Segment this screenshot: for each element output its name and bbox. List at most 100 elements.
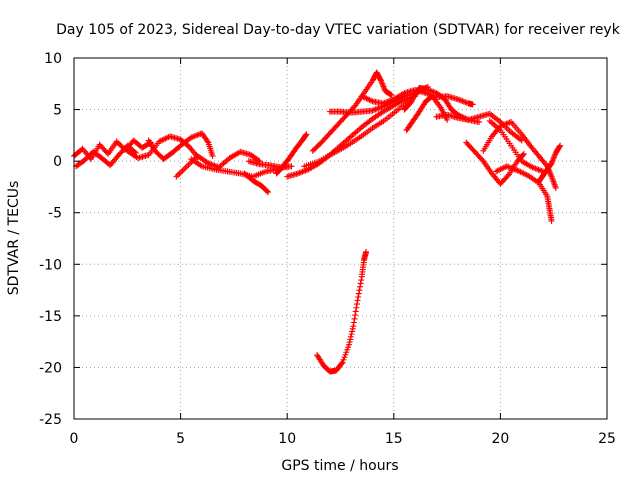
data-point-marker bbox=[491, 121, 498, 128]
data-point-marker bbox=[351, 130, 358, 137]
data-point-marker bbox=[173, 173, 180, 180]
data-point-marker bbox=[348, 133, 355, 140]
data-point-marker bbox=[174, 172, 181, 179]
chart-title: Day 105 of 2023, Sidereal Day-to-day VTE… bbox=[56, 22, 621, 38]
x-tick-label: 20 bbox=[491, 431, 509, 447]
series-arc-15 bbox=[401, 84, 483, 125]
data-point-marker bbox=[354, 297, 361, 304]
data-point-marker bbox=[489, 120, 496, 127]
data-point-marker bbox=[204, 138, 211, 145]
data-point-marker bbox=[357, 280, 364, 287]
data-point-marker bbox=[346, 339, 353, 346]
data-point-marker bbox=[387, 91, 394, 98]
data-point-marker bbox=[303, 131, 310, 138]
data-point-marker bbox=[548, 217, 555, 224]
data-point-marker bbox=[352, 312, 359, 319]
data-point-marker bbox=[353, 304, 360, 311]
data-point-marker bbox=[356, 283, 363, 290]
x-tick-label: 5 bbox=[176, 431, 185, 447]
series-arc-10 bbox=[284, 93, 419, 180]
x-tick-label: 0 bbox=[70, 431, 79, 447]
data-point-marker bbox=[353, 301, 360, 308]
data-point-marker bbox=[363, 248, 370, 255]
data-point-marker bbox=[346, 341, 353, 348]
data-point-marker bbox=[264, 188, 271, 195]
data-point-marker bbox=[355, 126, 362, 133]
data-point-marker bbox=[479, 156, 486, 163]
data-point-marker bbox=[506, 127, 513, 134]
data-point-marker bbox=[349, 328, 356, 335]
y-tick-label: 10 bbox=[44, 51, 62, 67]
data-point-marker bbox=[209, 152, 216, 159]
data-point-marker bbox=[352, 308, 359, 315]
series-arc-2 bbox=[73, 142, 139, 170]
data-point-marker bbox=[505, 126, 512, 133]
series-arc-9 bbox=[273, 131, 310, 177]
series-arc-8 bbox=[245, 158, 295, 171]
data-point-marker bbox=[351, 315, 358, 322]
data-point-marker bbox=[486, 117, 493, 124]
data-point-marker bbox=[223, 157, 230, 164]
data-point-marker bbox=[469, 101, 476, 108]
data-point-marker bbox=[358, 277, 365, 284]
series-arc-7 bbox=[241, 170, 272, 196]
data-point-marker bbox=[347, 333, 354, 340]
data-point-marker bbox=[552, 184, 559, 191]
data-point-marker bbox=[347, 336, 354, 343]
series-arc-20 bbox=[493, 163, 555, 224]
data-point-marker bbox=[444, 116, 451, 123]
data-point-marker bbox=[519, 151, 526, 158]
series-arc-18 bbox=[463, 139, 527, 187]
data-point-marker bbox=[180, 166, 187, 173]
series-arc-1 bbox=[71, 137, 154, 163]
data-point-marker bbox=[556, 143, 563, 150]
y-tick-label: -5 bbox=[48, 206, 62, 222]
data-point-marker bbox=[351, 103, 358, 110]
data-point-marker bbox=[350, 323, 357, 330]
data-point-marker bbox=[302, 132, 309, 139]
data-point-marker bbox=[222, 159, 229, 166]
data-point-marker bbox=[520, 150, 527, 157]
data-point-marker bbox=[355, 290, 362, 297]
data-point-marker bbox=[176, 170, 183, 177]
data-point-marker bbox=[346, 134, 353, 141]
data-point-marker bbox=[349, 132, 356, 139]
x-tick-label: 15 bbox=[385, 431, 403, 447]
data-point-marker bbox=[179, 167, 186, 174]
y-tick-label: -10 bbox=[39, 257, 62, 273]
x-tick-label: 25 bbox=[598, 431, 616, 447]
y-tick-label: -15 bbox=[39, 309, 62, 325]
x-axis-label: GPS time / hours bbox=[281, 458, 398, 474]
grid-layer bbox=[74, 58, 607, 419]
series-arc-23 bbox=[314, 248, 370, 375]
data-point-marker bbox=[348, 331, 355, 338]
data-layer bbox=[71, 69, 564, 375]
data-point-marker bbox=[182, 164, 189, 171]
data-point-marker bbox=[349, 325, 356, 332]
data-point-marker bbox=[265, 189, 272, 196]
data-point-marker bbox=[557, 142, 564, 149]
y-tick-label: -20 bbox=[39, 360, 62, 376]
series-arc-22 bbox=[535, 142, 564, 185]
data-point-marker bbox=[177, 169, 184, 176]
data-point-marker bbox=[220, 160, 227, 167]
data-point-marker bbox=[355, 293, 362, 300]
data-point-marker bbox=[350, 319, 357, 326]
series-arc-21 bbox=[486, 117, 547, 175]
data-point-marker bbox=[338, 360, 345, 367]
plot-frame bbox=[73, 57, 608, 420]
y-tick-label: 5 bbox=[53, 103, 62, 119]
data-point-marker bbox=[388, 92, 395, 99]
data-point-marker bbox=[488, 119, 495, 126]
x-tick-label: 10 bbox=[278, 431, 296, 447]
data-point-marker bbox=[288, 163, 295, 170]
series-arc-12 bbox=[309, 69, 395, 154]
y-axis-label: SDTVAR / TECUs bbox=[6, 181, 22, 296]
data-point-marker bbox=[356, 287, 363, 294]
series-arc-5 bbox=[173, 148, 263, 180]
data-point-marker bbox=[476, 118, 483, 125]
data-point-marker bbox=[377, 76, 384, 83]
data-point-marker bbox=[352, 129, 359, 136]
data-point-marker bbox=[185, 161, 192, 168]
